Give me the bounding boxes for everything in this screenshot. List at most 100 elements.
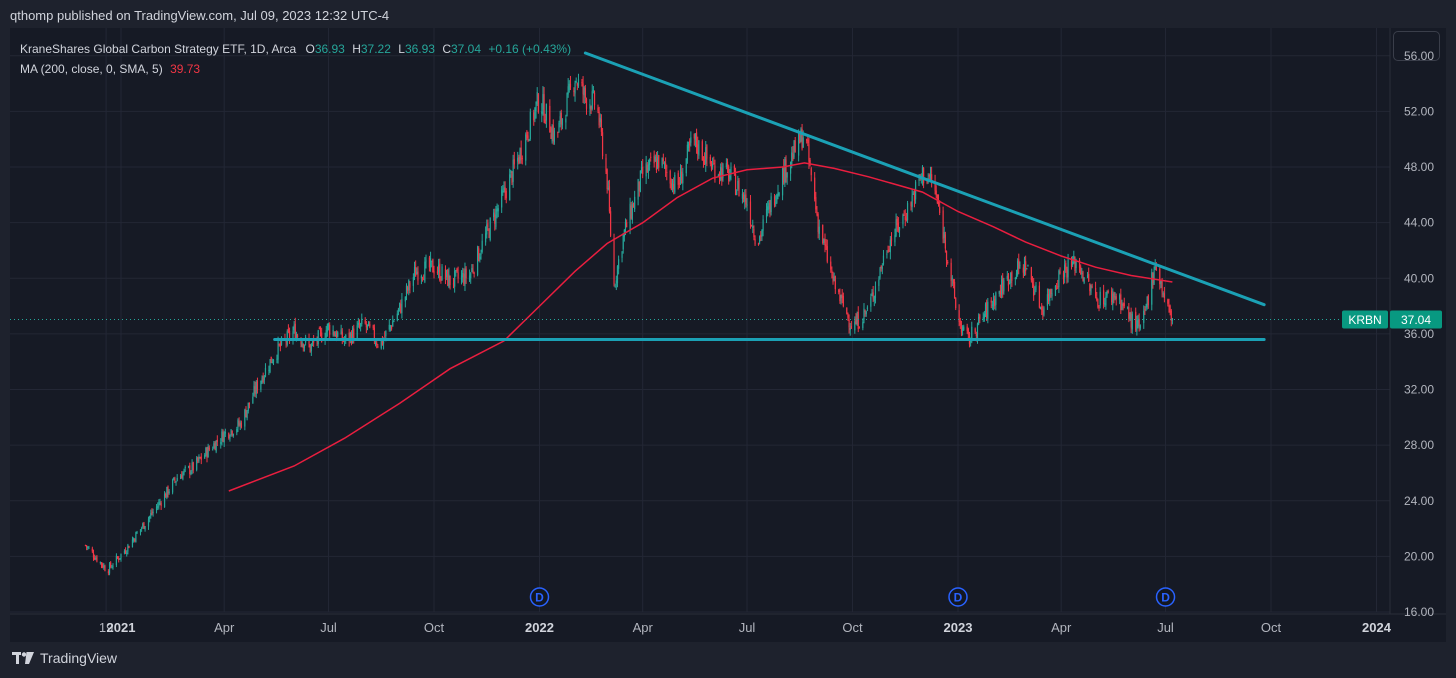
candle-body bbox=[183, 469, 185, 473]
y-tick-label: 16.00 bbox=[1404, 605, 1434, 619]
candle-body bbox=[1152, 273, 1154, 283]
chart-settings-button[interactable] bbox=[1393, 31, 1440, 61]
candle-body bbox=[858, 327, 860, 329]
candle-body bbox=[198, 456, 200, 461]
candle-body bbox=[166, 486, 168, 498]
candle-body bbox=[817, 214, 819, 232]
candle-body bbox=[856, 314, 858, 326]
candle-body bbox=[1019, 264, 1021, 266]
candle-body bbox=[407, 287, 409, 291]
candle-body bbox=[110, 562, 112, 567]
candle-body bbox=[863, 308, 865, 320]
candle-body bbox=[1146, 296, 1148, 308]
candle-body bbox=[874, 286, 877, 298]
brand-name: TradingView bbox=[40, 650, 118, 666]
candle-body bbox=[1162, 293, 1164, 295]
candle-body bbox=[1033, 284, 1035, 296]
x-tick-label: Apr bbox=[1051, 620, 1072, 635]
candle-body bbox=[661, 157, 663, 166]
candle-body bbox=[958, 310, 960, 323]
candle-body bbox=[792, 154, 794, 160]
y-tick-label: 48.00 bbox=[1404, 160, 1434, 174]
candle-body bbox=[519, 148, 521, 162]
candle-body bbox=[384, 336, 386, 338]
candle-body bbox=[809, 159, 811, 165]
chart-frame[interactable] bbox=[10, 28, 1446, 642]
candle-body bbox=[1106, 291, 1108, 296]
candle-body bbox=[100, 562, 103, 566]
candle-body bbox=[128, 546, 130, 549]
candle-body bbox=[873, 295, 875, 302]
candle-body bbox=[1105, 296, 1107, 306]
candle-body bbox=[741, 193, 744, 199]
candle-body bbox=[606, 169, 608, 189]
candle-body bbox=[655, 158, 658, 171]
candle-body bbox=[182, 472, 184, 480]
candle-body bbox=[713, 163, 715, 165]
candle-body bbox=[701, 141, 703, 161]
candle-body bbox=[215, 440, 217, 452]
candle-body bbox=[650, 156, 652, 158]
candle-body bbox=[454, 270, 456, 287]
candle-body bbox=[465, 268, 467, 279]
candle-body bbox=[738, 179, 740, 197]
candle-body bbox=[1089, 283, 1091, 292]
candle-body bbox=[785, 159, 787, 179]
candle-body bbox=[848, 320, 850, 328]
candle-body bbox=[357, 322, 359, 326]
candle-body bbox=[722, 164, 724, 179]
candle-body bbox=[420, 276, 423, 278]
descending-trendline bbox=[583, 51, 1266, 307]
candle-body bbox=[959, 320, 961, 326]
candle-body bbox=[1131, 313, 1133, 330]
candle-body bbox=[823, 239, 825, 243]
candle-body bbox=[1113, 292, 1115, 299]
candle-body bbox=[670, 183, 672, 190]
legend-row-ohlc: KraneShares Global Carbon Strategy ETF, … bbox=[20, 39, 571, 59]
candle-body bbox=[352, 327, 354, 343]
candle-body bbox=[761, 230, 763, 237]
candle-body bbox=[376, 342, 378, 346]
candle-body bbox=[903, 215, 905, 217]
candle-body bbox=[521, 157, 523, 159]
candle-body bbox=[399, 302, 401, 308]
candle-body bbox=[175, 481, 177, 483]
candle-body bbox=[1038, 285, 1041, 308]
dividend-marker-icon bbox=[529, 587, 550, 607]
candle-body bbox=[790, 161, 792, 174]
candle-body bbox=[621, 251, 623, 258]
close-label: C bbox=[442, 42, 451, 56]
candle-body bbox=[335, 332, 338, 339]
candle-body bbox=[1168, 304, 1170, 308]
candle-body bbox=[833, 276, 835, 281]
candle-body bbox=[372, 325, 374, 329]
candle-body bbox=[1056, 288, 1058, 290]
candle-body bbox=[616, 266, 619, 284]
candle-body bbox=[214, 443, 216, 451]
candle-body bbox=[798, 131, 800, 156]
candle-body bbox=[408, 280, 410, 291]
open-value: 36.93 bbox=[314, 42, 345, 56]
candle-body bbox=[429, 258, 432, 268]
candle-body bbox=[983, 314, 985, 318]
candle-body bbox=[503, 188, 505, 191]
candle-body bbox=[1027, 265, 1029, 267]
candle-body bbox=[1047, 293, 1050, 302]
candle-body bbox=[880, 266, 882, 269]
candle-body bbox=[995, 292, 997, 305]
candle-body bbox=[1018, 259, 1020, 269]
candle-body bbox=[239, 422, 241, 426]
candle-body bbox=[318, 327, 320, 330]
candle-body bbox=[139, 529, 142, 533]
candle-body bbox=[534, 107, 536, 120]
candle-body bbox=[918, 177, 920, 181]
candle-body bbox=[473, 272, 475, 274]
candle-body bbox=[536, 92, 538, 105]
candle-body bbox=[687, 143, 690, 148]
candle-body bbox=[552, 125, 554, 141]
candle-body bbox=[1170, 310, 1172, 321]
candle-body bbox=[150, 513, 152, 517]
candle-body bbox=[115, 555, 118, 565]
candle-body bbox=[605, 157, 607, 172]
